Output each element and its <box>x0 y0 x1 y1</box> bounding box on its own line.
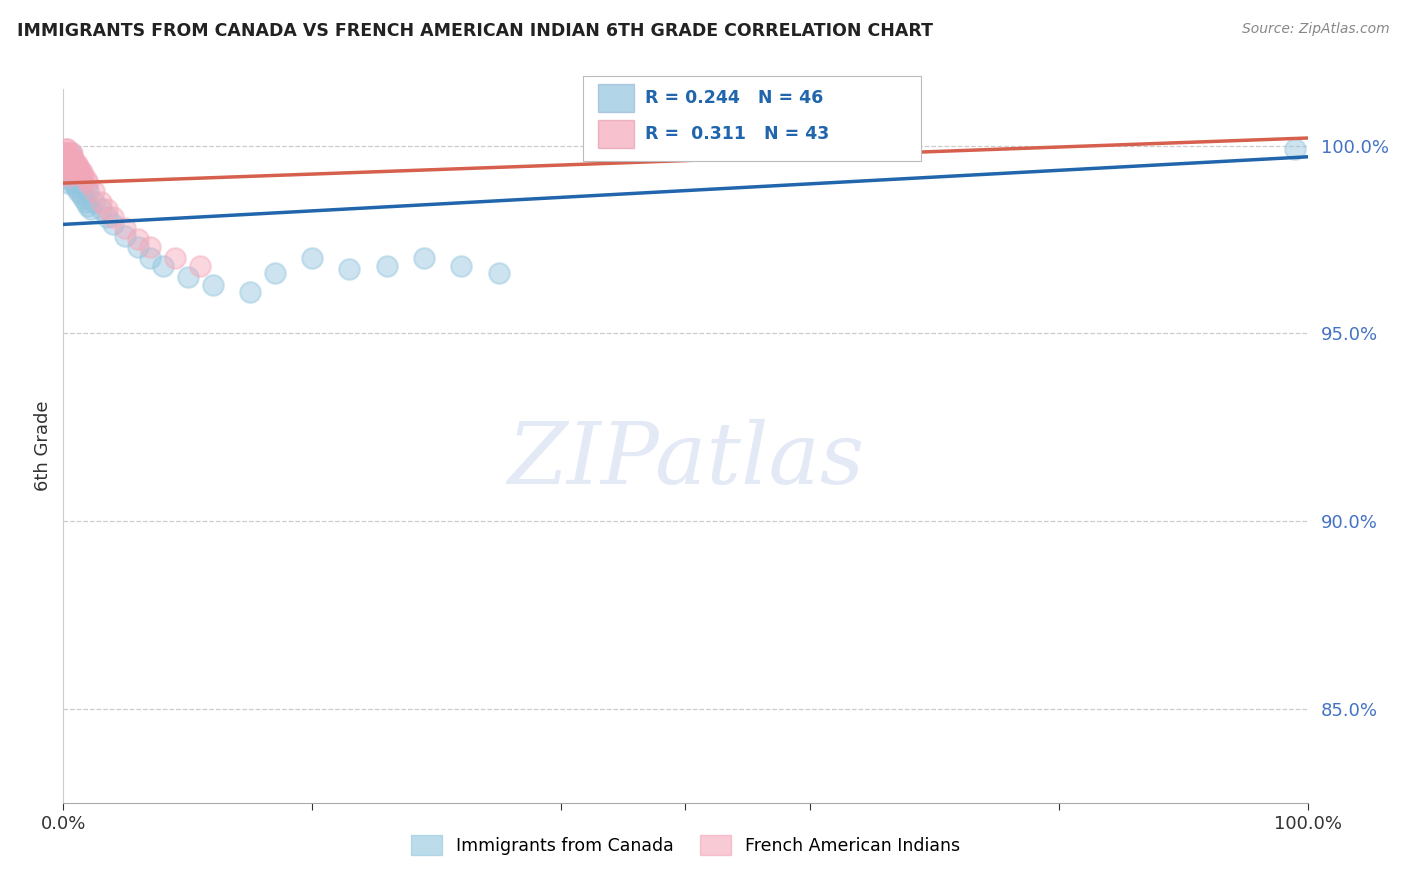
Point <box>263 266 285 280</box>
Point <box>188 259 211 273</box>
Point <box>75 179 97 194</box>
Point <box>63 165 86 179</box>
Point <box>56 142 79 156</box>
Point <box>58 169 80 183</box>
Point <box>58 176 80 190</box>
Point <box>59 150 82 164</box>
Point <box>79 202 101 217</box>
Point <box>59 146 82 161</box>
Text: R = 0.244   N = 46: R = 0.244 N = 46 <box>645 89 824 107</box>
Point <box>55 142 77 156</box>
Point <box>96 202 118 217</box>
Point <box>165 251 187 265</box>
Point <box>83 184 105 198</box>
Point <box>67 184 90 198</box>
Point <box>58 150 80 164</box>
Point <box>58 150 80 164</box>
Point <box>58 165 80 179</box>
Point <box>60 150 83 164</box>
Point <box>339 262 361 277</box>
Point <box>62 153 84 168</box>
Point <box>58 150 80 164</box>
Point <box>75 194 97 209</box>
Point <box>177 270 200 285</box>
Point <box>114 228 136 243</box>
Point <box>96 210 118 224</box>
Point <box>1284 142 1306 156</box>
Legend: Immigrants from Canada, French American Indians: Immigrants from Canada, French American … <box>404 828 967 862</box>
Point <box>450 259 472 273</box>
Point <box>56 146 79 161</box>
Point <box>152 259 174 273</box>
Point <box>72 176 94 190</box>
Point <box>62 153 84 168</box>
Point <box>90 202 112 217</box>
Point <box>72 191 94 205</box>
Point <box>127 240 149 254</box>
Point <box>60 150 83 164</box>
Point <box>59 172 82 186</box>
Point <box>55 150 77 164</box>
Point <box>55 146 77 161</box>
Point <box>101 218 124 232</box>
Point <box>67 165 90 179</box>
Point <box>58 153 80 168</box>
Point <box>375 259 398 273</box>
Point <box>53 153 76 168</box>
Point <box>65 157 87 171</box>
Point <box>83 194 105 209</box>
Point <box>66 165 89 179</box>
Point <box>66 157 89 171</box>
Point <box>77 176 100 190</box>
Point <box>139 251 162 265</box>
Point <box>69 169 91 183</box>
Point <box>56 146 79 161</box>
Point <box>70 176 93 190</box>
Point <box>72 169 94 183</box>
Text: Source: ZipAtlas.com: Source: ZipAtlas.com <box>1241 22 1389 37</box>
Point <box>69 161 91 175</box>
Point <box>56 150 79 164</box>
Point <box>75 172 97 186</box>
Point <box>114 221 136 235</box>
Point <box>60 157 83 171</box>
Point <box>62 161 84 175</box>
Point <box>101 210 124 224</box>
Point <box>65 161 87 175</box>
Point <box>69 172 91 186</box>
Point <box>413 251 436 265</box>
Point <box>56 161 79 175</box>
Point <box>69 165 91 179</box>
Point <box>69 187 91 202</box>
Point <box>58 153 80 168</box>
Point <box>139 240 162 254</box>
Point <box>55 157 77 171</box>
Point <box>59 153 82 168</box>
Point <box>90 194 112 209</box>
Y-axis label: 6th Grade: 6th Grade <box>34 401 52 491</box>
Point <box>63 153 86 168</box>
Point <box>488 266 510 280</box>
Point <box>62 176 84 190</box>
Point <box>239 285 262 299</box>
Point <box>70 165 93 179</box>
Point <box>67 161 90 175</box>
Text: ZIPatlas: ZIPatlas <box>506 419 865 501</box>
Point <box>60 146 83 161</box>
Point <box>127 232 149 246</box>
Point <box>77 184 100 198</box>
Text: R =  0.311   N = 43: R = 0.311 N = 43 <box>645 125 830 143</box>
Point <box>58 146 80 161</box>
Point <box>56 161 79 175</box>
Point <box>77 199 100 213</box>
Point <box>53 146 76 161</box>
Point <box>63 157 86 171</box>
Point <box>65 179 87 194</box>
Point <box>201 277 224 292</box>
Text: IMMIGRANTS FROM CANADA VS FRENCH AMERICAN INDIAN 6TH GRADE CORRELATION CHART: IMMIGRANTS FROM CANADA VS FRENCH AMERICA… <box>17 22 932 40</box>
Point <box>301 251 323 265</box>
